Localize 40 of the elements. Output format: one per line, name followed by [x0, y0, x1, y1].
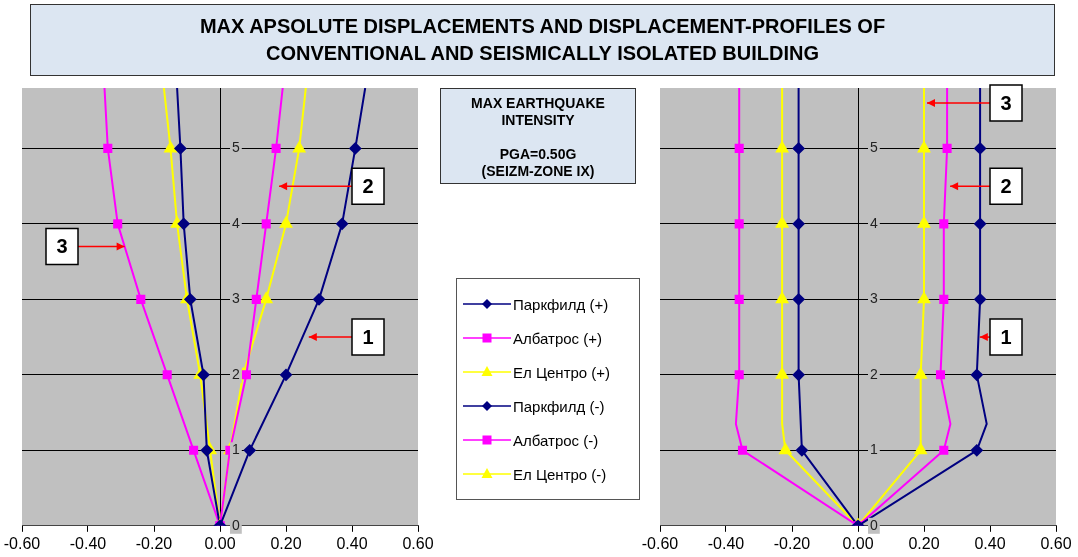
- legend-label: Ел Центро (+): [513, 363, 611, 381]
- x-tick-label: 0.20: [908, 534, 940, 552]
- y-tick-label: 3: [870, 290, 878, 307]
- x-tick-label: -0.60: [641, 534, 679, 552]
- x-tick-label: 0.40: [974, 534, 1006, 552]
- y-tick-label: 4: [232, 214, 240, 231]
- text: MAX EARTHQUAKE INTENSITY PGA=0.50G (SEIZM-ZONE IX): [471, 95, 605, 179]
- text: MAX APSOLUTE DISPLACEMENTS AND DISPLACEMENT-PROFILES OF CONVENTIONAL AND SEISMICALLY ISOLATED BUILDING: [30, 4, 1055, 76]
- y-tick-label: 5: [232, 139, 240, 156]
- legend-label: Албатрос (+): [513, 329, 602, 347]
- y-tick-label: 2: [232, 365, 240, 382]
- x-tick-label: -0.40: [707, 534, 745, 552]
- x-tick-label: -0.60: [3, 534, 41, 552]
- y-tick-label: 0: [232, 516, 240, 533]
- annotation: 1: [362, 325, 374, 348]
- y-tick-label: 1: [870, 441, 878, 458]
- legend-label: Паркфилд (-): [513, 397, 605, 415]
- y-tick-label: 4: [870, 214, 878, 231]
- y-tick-label: 3: [232, 290, 240, 307]
- y-tick-label: 1: [232, 441, 240, 458]
- annotation: 2: [362, 174, 374, 197]
- x-tick-label: 0.60: [402, 534, 434, 552]
- y-tick-label: 2: [870, 365, 878, 382]
- x-tick-label: 0.00: [204, 534, 236, 552]
- x-tick-label: -0.20: [773, 534, 811, 552]
- annotation: 1: [1000, 325, 1012, 348]
- x-tick-label: 0.60: [1040, 534, 1072, 552]
- legend-label: Паркфилд (+): [513, 295, 609, 313]
- x-tick-label: 0.40: [336, 534, 368, 552]
- x-tick-label: 0.20: [270, 534, 302, 552]
- x-tick-label: 0.00: [842, 534, 874, 552]
- y-tick-label: 5: [870, 139, 878, 156]
- legend-label: Албатрос (-): [513, 431, 599, 449]
- annotation: 3: [56, 235, 68, 258]
- x-tick-label: -0.20: [135, 534, 173, 552]
- annotation: 3: [1000, 91, 1012, 114]
- y-tick-label: 0: [870, 516, 878, 533]
- legend-label: Ел Центро (-): [513, 465, 607, 483]
- annotation: 2: [1000, 174, 1012, 197]
- x-tick-label: -0.40: [69, 534, 107, 552]
